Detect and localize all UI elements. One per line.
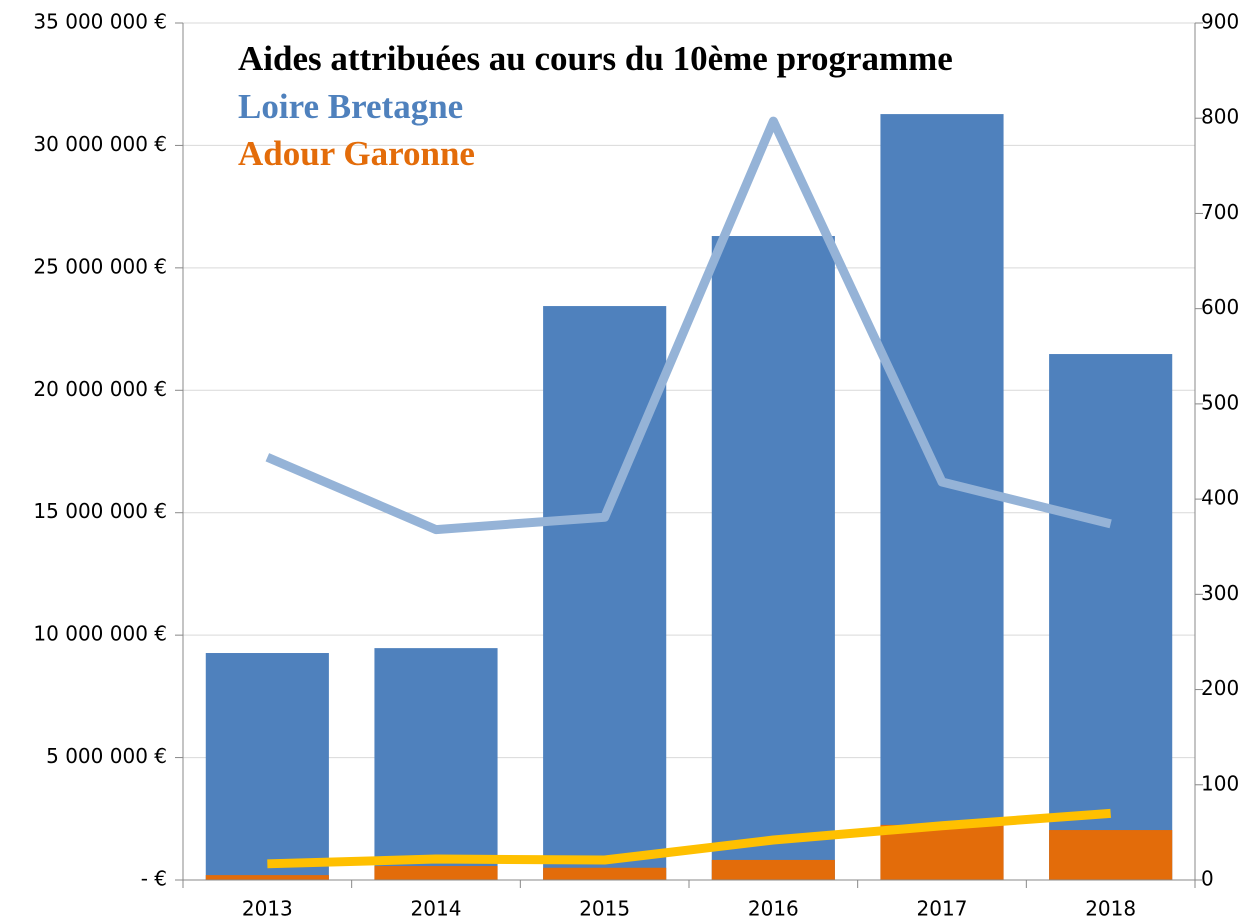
y2-tick-label: 400 — [1201, 486, 1239, 510]
bar — [1049, 354, 1173, 880]
grid — [183, 22, 1195, 881]
bar — [543, 867, 667, 880]
y-tick-label: 5 000 000 € — [46, 744, 167, 768]
x-tick-label: 2018 — [1085, 897, 1136, 921]
line — [267, 808, 1111, 869]
bar — [205, 653, 329, 880]
y2-tick-label: 300 — [1201, 581, 1239, 605]
x-tick-label: 2017 — [917, 897, 968, 921]
bar — [1049, 830, 1173, 880]
bar — [543, 306, 667, 880]
bar — [374, 866, 498, 880]
y2-tick-label: 900 — [1201, 10, 1239, 34]
y2-tick-label: 200 — [1201, 676, 1239, 700]
y-tick-label: - € — [141, 867, 167, 891]
y2-tick-label: 600 — [1201, 295, 1239, 319]
y-tick-label: 25 000 000 € — [33, 254, 167, 278]
y2-tick-label: 500 — [1201, 390, 1239, 414]
legend-entry: Adour Garonne — [238, 134, 475, 173]
y2-tick-label: 700 — [1201, 200, 1239, 224]
y2-tick-label: 800 — [1201, 105, 1239, 129]
line — [265, 116, 1112, 535]
bar — [880, 114, 1004, 881]
y-tick-label: 30 000 000 € — [33, 132, 167, 156]
bar — [711, 859, 835, 880]
bar — [205, 875, 329, 880]
y-tick-label: 20 000 000 € — [33, 377, 167, 401]
x-tick-label: 2016 — [748, 897, 799, 921]
chart-title: Aides attribuées au cours du 10ème progr… — [238, 39, 953, 78]
y-tick-label: 15 000 000 € — [33, 499, 167, 523]
x-tick-label: 2014 — [411, 897, 462, 921]
bar — [374, 648, 498, 880]
bar — [711, 236, 835, 881]
y-tick-label: 35 000 000 € — [33, 10, 167, 34]
legend-entry: Loire Bretagne — [238, 87, 463, 126]
y2-tick-label: 100 — [1201, 771, 1239, 795]
marks — [205, 114, 1173, 881]
y-tick-label: 10 000 000 € — [33, 622, 167, 646]
x-tick-label: 2015 — [579, 897, 630, 921]
x-tick-label: 2013 — [242, 897, 293, 921]
bar — [880, 824, 1004, 880]
y2-tick-label: 0 — [1201, 867, 1214, 891]
